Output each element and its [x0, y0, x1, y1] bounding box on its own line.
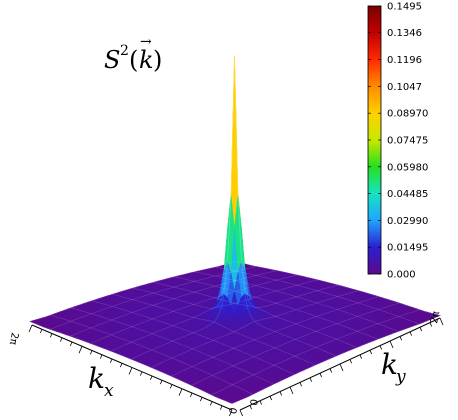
surface-gridline [50, 266, 257, 330]
kx-tick-mark [169, 384, 173, 389]
kx-tick-mark [78, 346, 83, 354]
surface-gridline [215, 266, 420, 325]
kx-tick-mark [59, 337, 63, 342]
kx-tick-mark [149, 375, 153, 381]
colorbar-tick-label: 0.000 [387, 270, 416, 281]
kx-far-end-label: 2π [7, 331, 20, 345]
surface-gridline [151, 290, 359, 368]
kx-tick-mark [39, 329, 43, 334]
colorbar-tick-label: 0.02990 [387, 216, 428, 227]
ky-tick-mark [409, 331, 413, 336]
colorbar-tick-label: 0.1196 [387, 55, 422, 66]
surface-gridline [130, 55, 339, 360]
title-open-paren: ( [129, 46, 138, 74]
kx-tick-mark [69, 341, 73, 347]
ky-tick-mark [349, 359, 353, 364]
kx-tick-mark [139, 371, 143, 376]
surface-gridline [174, 276, 378, 340]
surface-gridline [29, 261, 237, 322]
kx-tick-mark [199, 397, 203, 402]
ky-axis-label: k y [381, 348, 406, 387]
kx-axis-ticks [28, 324, 233, 418]
kx-tick-mark [28, 324, 33, 333]
kx-axis-label: k x [88, 362, 114, 401]
ky-tick-mark [359, 354, 363, 359]
ky-tick-mark [269, 396, 273, 401]
ky-tick-mark [289, 386, 294, 395]
surface-gridline [235, 261, 441, 316]
title-superscript: 2 [120, 43, 129, 59]
kx-tick-mark [99, 354, 103, 359]
surface-mesh [29, 55, 441, 404]
ky-tick-mark [439, 317, 444, 326]
colorbar-ticks: 0.1495 0.1346 0.1196 0.1047 0.08970 0.07475 0.… [368, 2, 428, 281]
kx-tick-mark [178, 388, 183, 396]
colorbar-tick-label: 0.1495 [387, 2, 422, 13]
kx-label-subscript: x [104, 381, 114, 401]
surface-gridline [90, 274, 298, 344]
kx-tick-mark [109, 358, 113, 364]
ky-tick-mark [239, 409, 244, 418]
ky-tick-mark [329, 368, 333, 373]
ky-tick-mark [249, 405, 253, 410]
kx-tick-mark [49, 333, 53, 338]
colorbar-tick-label: 0.08970 [387, 109, 428, 120]
surface-gridline [153, 282, 357, 348]
colorbar-tick-label: 0.05980 [387, 162, 428, 173]
surface-gridline [71, 307, 274, 385]
surface-gridline [70, 270, 277, 337]
surface-facet [227, 400, 237, 404]
kx-tick-mark [189, 392, 193, 398]
kx-near-end-label: 0 [226, 406, 238, 414]
surface-gridline [211, 309, 420, 396]
ky-tick-mark [429, 322, 433, 327]
colorbar-tick-label: 0.1346 [387, 28, 422, 39]
ky-label-subscript: y [395, 367, 406, 387]
ky-tick-mark [299, 382, 303, 387]
kx-tick-mark [128, 367, 133, 375]
surface-gridline [231, 315, 441, 404]
title-base: S [104, 46, 120, 74]
ky-far-end-label: 2π [429, 310, 442, 324]
kx-tick-mark [89, 350, 93, 355]
ky-tick-mark [379, 345, 383, 350]
surface-gridline [194, 271, 399, 332]
surface-gridline [112, 294, 316, 366]
ky-tick-mark [279, 391, 283, 396]
kx-tick-mark [119, 363, 123, 368]
ky-tick-mark [319, 373, 323, 378]
ky-tick-mark [339, 363, 344, 372]
colorbar-tick-label: 0.1047 [387, 82, 422, 93]
kx-tick-mark [209, 401, 213, 406]
plot-title: S 2 ( k → ) [104, 34, 162, 74]
title-close-paren: ) [153, 46, 162, 74]
ky-tick-mark [399, 336, 403, 341]
ky-tick-mark [389, 340, 394, 349]
surface-gridline [91, 300, 295, 375]
surface-gridline [191, 302, 400, 386]
ky-tick-mark [309, 377, 313, 382]
surface-gridline [110, 279, 318, 352]
surface-gridline [132, 55, 337, 357]
colorbar-tick-label: 0.07475 [387, 136, 428, 147]
surface-gridline [29, 321, 233, 404]
kx-tick-mark [219, 405, 223, 410]
title-argument: k [139, 46, 154, 74]
ky-near-end-label: 0 [249, 398, 261, 406]
colorbar-tick-label: 0.04485 [387, 189, 428, 200]
colorbar-tick-label: 0.01495 [387, 243, 428, 254]
ky-label-base: k [381, 348, 398, 381]
ky-tick-mark [259, 400, 263, 405]
ky-tick-mark [369, 350, 373, 355]
surface-gridline [50, 314, 253, 395]
kx-tick-mark [159, 380, 163, 385]
surface-gridline [171, 296, 379, 377]
kx-label-base: k [88, 362, 105, 395]
title-vector-arrow: → [140, 34, 152, 50]
colorbar: 0.1495 0.1346 0.1196 0.1047 0.08970 0.07475 0.… [367, 2, 428, 281]
ky-tick-mark [419, 327, 423, 332]
